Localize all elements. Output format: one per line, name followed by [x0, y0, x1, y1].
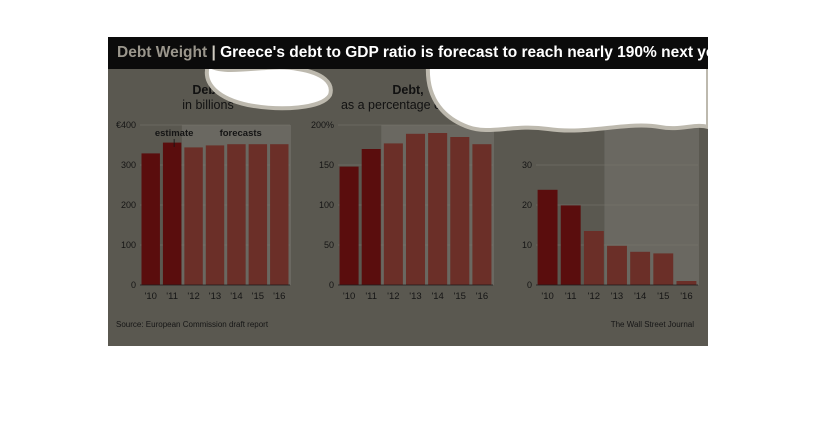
annotation-forecasts: forecasts: [220, 128, 262, 139]
bar: [339, 166, 359, 285]
y-tick-label: 10: [522, 240, 532, 250]
bar: [361, 149, 381, 285]
x-tick-label: '15: [454, 291, 466, 302]
y-tick-label: €400: [116, 120, 136, 130]
panel-title: Debt,: [392, 83, 423, 97]
title-separator: |: [211, 44, 216, 61]
bar: [676, 281, 697, 285]
bar: [537, 189, 558, 285]
y-tick-label: 100: [121, 240, 136, 250]
y-tick-label: 100: [319, 200, 334, 210]
annotation-estimate: estimate: [155, 128, 194, 139]
x-tick-label: '14: [230, 291, 242, 302]
bar: [607, 245, 627, 285]
paper-tear-right: [425, 63, 708, 133]
y-tick-label: 50: [324, 240, 334, 250]
title-bar: Debt Weight | Greece's debt to GDP ratio…: [108, 37, 708, 69]
bar: [472, 144, 492, 285]
x-tick-label: '10: [541, 291, 553, 302]
x-tick-label: '11: [166, 291, 178, 302]
bar: [383, 143, 403, 285]
bar: [205, 145, 225, 285]
y-tick-label: 200%: [311, 120, 334, 130]
torn-paper-overlay: [204, 61, 708, 133]
x-tick-label: '12: [588, 291, 600, 302]
bar: [270, 144, 289, 285]
bar: [248, 144, 268, 285]
chart-figure: 0 100 200 300 €400'10'11'12'13'14'15'16 Debt,…: [108, 37, 708, 346]
x-tick-label: '12: [187, 291, 199, 302]
bar: [583, 231, 604, 285]
title-kicker: Debt Weight: [117, 44, 208, 61]
bar: [162, 142, 182, 285]
x-tick-label: '15: [252, 291, 264, 302]
x-tick-label: '11: [565, 291, 577, 302]
bar: [227, 144, 246, 285]
y-tick-label: 30: [522, 160, 532, 170]
paper-tear-left: [204, 61, 333, 111]
bar: [405, 133, 426, 285]
y-tick-label: 0: [527, 280, 532, 290]
chart-headline: Greece's debt to GDP ratio is forecast t…: [220, 44, 708, 61]
y-tick-label: 150: [319, 160, 334, 170]
source-note: Source: European Commission draft report: [116, 320, 269, 329]
x-tick-label: '16: [476, 291, 488, 302]
x-tick-label: '14: [431, 291, 443, 302]
x-tick-label: '13: [209, 291, 221, 302]
x-tick-label: '11: [365, 291, 377, 302]
bar: [653, 253, 674, 285]
y-tick-label: 20: [522, 200, 532, 210]
x-tick-label: '10: [343, 291, 355, 302]
credit-note: The Wall Street Journal: [611, 320, 695, 329]
bar: [630, 251, 651, 285]
panel-subtitle: in billions: [182, 98, 233, 112]
y-tick-label: 300: [121, 160, 136, 170]
chart-canvas: 0100200300€400'10'11'12'13'14'15'16Debt,…: [116, 83, 699, 329]
y-tick-label: 0: [329, 280, 334, 290]
bar: [141, 153, 160, 285]
x-tick-label: '16: [680, 291, 692, 302]
x-tick-label: '10: [145, 291, 157, 302]
bar: [184, 147, 203, 285]
x-tick-label: '16: [273, 291, 285, 302]
bar: [560, 205, 581, 285]
x-tick-label: '12: [387, 291, 399, 302]
y-tick-label: 200: [121, 200, 136, 210]
bar: [450, 137, 470, 285]
x-tick-label: '15: [657, 291, 669, 302]
x-tick-label: '13: [409, 291, 421, 302]
x-tick-label: '13: [611, 291, 623, 302]
bar: [428, 133, 448, 285]
x-tick-label: '14: [634, 291, 646, 302]
y-tick-label: 0: [131, 280, 136, 290]
